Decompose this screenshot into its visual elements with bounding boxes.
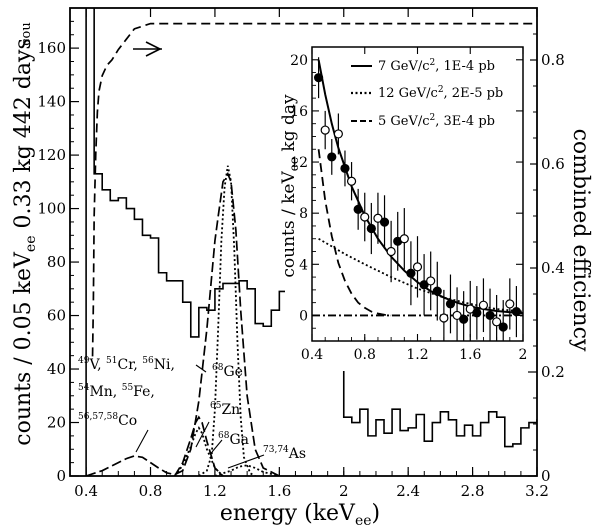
inset-data-point [320, 125, 330, 135]
inset-data-point [478, 300, 489, 310]
x-tick-label: 2 [339, 482, 349, 500]
main-series-5 [173, 426, 224, 476]
x-tick-label: 1.2 [203, 482, 227, 500]
inset-y-tick-label: 8 [299, 206, 308, 222]
inset-data-point [386, 246, 396, 257]
inset-data-point [452, 310, 462, 321]
inset-y-tick-label: 20 [290, 53, 308, 69]
inset-data-point [485, 310, 495, 321]
legend-entry-7gev: 7 GeV/c2, 1E-4 pb [378, 58, 495, 74]
y-tick-label-left: 80 [47, 253, 66, 271]
inset-points [313, 57, 522, 341]
inset-data-point [426, 276, 436, 286]
inset-data-point [399, 234, 409, 244]
y-tick-label-right: 0.8 [541, 51, 565, 69]
inset-y-tick-label: 12 [290, 155, 308, 171]
main-ticks: 0.4 0.8 1.2 1.6 2 2.4 2.8 3.2020406080100120140… [37, 8, 565, 500]
inset-data-point [445, 299, 456, 309]
inset-data-point [459, 314, 469, 324]
inset-x-tick-label: 1.6 [459, 347, 481, 363]
inset-data-point [379, 217, 390, 227]
inset-data-point [353, 204, 363, 214]
inset-y-tick-label: 0 [299, 308, 308, 324]
y-tick-label-left: 120 [37, 146, 66, 164]
y-tick-label-left: 100 [37, 200, 66, 218]
legend-entry-5gev: 5 GeV/c2, 3E-4 pb [378, 113, 495, 129]
legend-entry-12gev: 12 GeV/c2, 2E-5 pb [378, 85, 503, 101]
inset-data-point [492, 317, 502, 327]
inset-data-point [498, 322, 508, 332]
x-axis-label: energy (keVee) [220, 501, 380, 529]
inset-data-point [505, 299, 515, 309]
x-tick-label: 2.4 [396, 482, 420, 500]
inset-data-point [327, 152, 337, 162]
y-tick-label-right: 0.2 [541, 363, 565, 381]
inset-x-tick-label: 2 [519, 347, 528, 363]
y-tick-label-right: 0.4 [541, 259, 565, 277]
inset-x-tick-label: 0.4 [301, 347, 323, 363]
x-tick-label: 3.2 [525, 482, 549, 500]
y-tick-label-left: 140 [37, 93, 66, 111]
y-tick-label-left: 40 [47, 360, 66, 378]
inset-data-point [360, 212, 370, 222]
y-tick-label-left: 20 [47, 414, 66, 432]
annotation-co: 56,57,58Co [78, 412, 137, 429]
annotation-ge: 68Ge [212, 363, 243, 380]
main-series-2 [85, 171, 280, 476]
annotation-v-cr-ni: 49V, 51Cr, 56Ni, [78, 356, 175, 373]
main-series-4 [173, 415, 224, 476]
y-tick-label-left: 60 [47, 307, 66, 325]
annotation-ga: 68Ga [218, 431, 249, 448]
inset-data-point [465, 304, 475, 314]
y-axis-label-left: counts / 0.05 keVee 0.33 kg 442 days [11, 38, 39, 446]
y-tick-label-right: 0.6 [541, 155, 565, 173]
annotation-zn: 65Zn [210, 401, 240, 418]
efficiency-arrow [133, 41, 162, 57]
inset-data-point [439, 313, 449, 323]
inset-data-point [419, 280, 429, 290]
inset-x-tick-label: 0.8 [354, 347, 376, 363]
y-tick-label-right: 0 [541, 467, 551, 485]
inset-y-axis-label: counts / keVee kg day [279, 94, 301, 278]
inset-data-point [340, 163, 350, 174]
inset-data-point [373, 213, 383, 223]
y-tick-label-left: 0 [56, 467, 66, 485]
inset-x-tick-label: 1.2 [406, 347, 428, 363]
inset-data-point [313, 73, 324, 83]
annotation-mn-fe: 54Mn, 55Fe, [78, 383, 155, 400]
inset-data-point [333, 129, 343, 139]
inset-curve-dashed [317, 149, 392, 317]
spectrum-histogram [85, 8, 537, 476]
x-tick-label: 1.6 [267, 482, 291, 500]
annotation-pointers [135, 364, 265, 469]
inset-legend: 7 GeV/c2, 1E-4 pb 12 GeV/c2, 2E-5 pb 5 G… [351, 58, 503, 129]
inset-data-point [366, 223, 376, 234]
y-axis-label-right: combined efficiency [568, 129, 593, 352]
annotation-as: 73,74As [263, 445, 306, 462]
inset-data-point [412, 262, 423, 272]
inset-data-point [432, 286, 442, 296]
y-axis-label-left-cut: cou [19, 22, 34, 45]
inset-y-tick-label: 4 [299, 257, 308, 273]
inset-data-point [472, 308, 482, 318]
inset-data-point [511, 307, 522, 317]
x-tick-label: 0.4 [74, 482, 98, 500]
x-tick-label: 2.8 [461, 482, 485, 500]
inset-data-point [406, 268, 416, 278]
y-tick-label-left: 160 [37, 39, 66, 57]
main-series-3 [198, 165, 256, 476]
inset-curve-dotted [318, 237, 523, 313]
main-series [85, 8, 537, 476]
inset-data-point [346, 176, 357, 186]
x-tick-label: 0.8 [139, 482, 163, 500]
inset-y-tick-label: 16 [290, 104, 308, 120]
